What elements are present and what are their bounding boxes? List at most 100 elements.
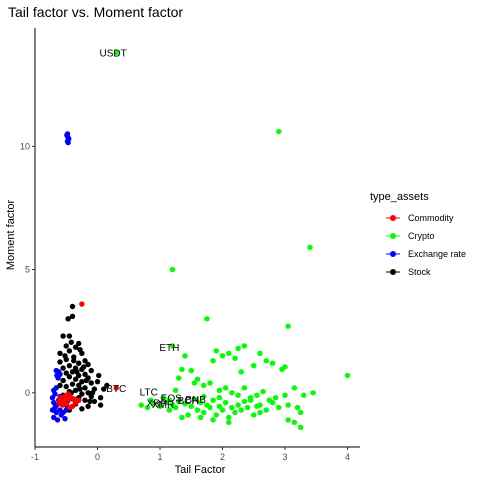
- legend-key-dot: [390, 269, 396, 275]
- data-point: [276, 404, 282, 411]
- data-point: [260, 388, 266, 395]
- data-point: [176, 375, 182, 381]
- data-point: [269, 399, 276, 406]
- data-point: [72, 344, 79, 350]
- data-point: [60, 333, 66, 339]
- data-point: [66, 333, 73, 339]
- data-point: [76, 397, 82, 403]
- data-point: [291, 385, 298, 391]
- data-point: [235, 392, 241, 398]
- data-point: [69, 313, 76, 320]
- data-point: [53, 385, 59, 391]
- data-point: [238, 407, 244, 413]
- data-point: [191, 396, 198, 402]
- data-point: [72, 387, 79, 394]
- data-point: [66, 362, 73, 369]
- data-point: [52, 391, 58, 397]
- data-point: [79, 378, 85, 385]
- data-point: [76, 340, 82, 347]
- y-tick-label: 0: [25, 388, 30, 398]
- data-point: [166, 407, 173, 413]
- data-point: [69, 381, 76, 387]
- data-point: [62, 415, 68, 422]
- data-point: [67, 404, 73, 411]
- data-point: [207, 404, 213, 411]
- data-point: [160, 395, 166, 401]
- data-point: [65, 316, 71, 322]
- data-point: [85, 390, 91, 396]
- data-point: [272, 395, 279, 401]
- data-point: [213, 412, 219, 418]
- data-point: [235, 345, 241, 352]
- data-point: [82, 385, 88, 391]
- data-point: [301, 392, 307, 398]
- data-point: [57, 350, 63, 357]
- point-label: XRP: [147, 399, 168, 410]
- points-layer: [49, 49, 351, 430]
- data-point: [60, 365, 66, 371]
- data-point: [89, 390, 96, 396]
- data-point: [172, 387, 179, 394]
- data-point: [65, 139, 71, 146]
- data-point: [138, 402, 144, 408]
- data-point: [97, 395, 104, 401]
- series-commodity: [56, 301, 119, 411]
- data-point: [204, 316, 210, 322]
- data-point: [85, 403, 91, 410]
- data-point: [241, 398, 248, 405]
- data-point: [63, 383, 69, 390]
- data-point: [263, 358, 269, 364]
- data-point: [229, 404, 235, 411]
- series-exchange-rate: [49, 131, 72, 423]
- point-label: USDT: [100, 49, 127, 60]
- data-point: [191, 380, 198, 386]
- data-point: [210, 358, 216, 364]
- data-point: [269, 360, 276, 366]
- data-point: [235, 402, 241, 408]
- data-point: [79, 391, 85, 397]
- data-point: [226, 350, 232, 357]
- data-point: [88, 380, 94, 386]
- data-point: [226, 414, 232, 421]
- data-point: [216, 395, 223, 401]
- x-tick-label: 1: [157, 452, 162, 462]
- data-point: [87, 398, 93, 405]
- data-point: [157, 403, 163, 410]
- data-point: [81, 364, 87, 370]
- data-point: [201, 409, 207, 416]
- data-point: [219, 353, 226, 359]
- data-point: [222, 385, 229, 391]
- data-point: [232, 355, 238, 361]
- data-point: [219, 407, 226, 413]
- data-point: [57, 359, 63, 365]
- data-point: [254, 403, 260, 410]
- data-point: [176, 398, 182, 405]
- data-point: [297, 409, 304, 416]
- data-point: [247, 397, 254, 403]
- data-point: [251, 362, 257, 369]
- data-point: [307, 244, 313, 251]
- data-point: [63, 370, 69, 376]
- data-point: [169, 266, 176, 273]
- data-point: [285, 417, 291, 423]
- data-point: [294, 404, 301, 411]
- data-point: [254, 392, 260, 398]
- data-point: [241, 343, 248, 349]
- point-label: ETH: [159, 343, 179, 354]
- data-point: [57, 395, 63, 401]
- data-point: [222, 399, 229, 406]
- data-point: [216, 387, 223, 394]
- data-point: [82, 397, 88, 403]
- data-point: [276, 128, 282, 135]
- y-axis-ticks: 0 5 10: [20, 141, 35, 398]
- data-point: [210, 417, 216, 423]
- data-point: [49, 407, 56, 413]
- data-point: [69, 369, 76, 375]
- data-point: [64, 131, 71, 137]
- legend-label: Stock: [408, 267, 431, 277]
- data-point: [166, 397, 173, 403]
- x-tick-label: 0: [95, 452, 100, 462]
- data-point: [213, 348, 219, 354]
- data-point: [291, 419, 298, 426]
